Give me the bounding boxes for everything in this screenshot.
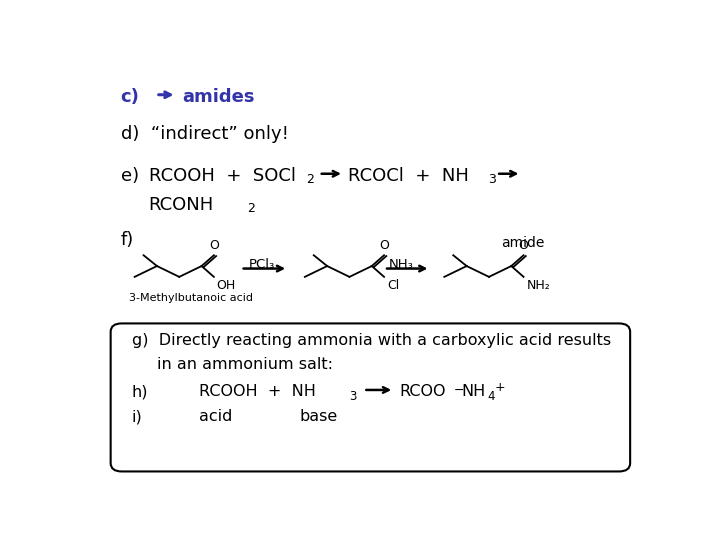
Text: O: O <box>379 239 389 252</box>
FancyBboxPatch shape <box>111 323 630 471</box>
Text: amides: amides <box>182 87 255 106</box>
Text: RCOCl  +  NH: RCOCl + NH <box>348 167 469 185</box>
Text: 3-Methylbutanoic acid: 3-Methylbutanoic acid <box>129 294 253 303</box>
Text: RCOO: RCOO <box>400 384 446 399</box>
Text: e): e) <box>121 167 139 185</box>
Text: RCOOH  +  SOCl: RCOOH + SOCl <box>148 167 296 185</box>
Text: +: + <box>495 381 505 394</box>
Text: NH: NH <box>461 384 485 399</box>
Text: g)  Directly reacting ammonia with a carboxylic acid results: g) Directly reacting ammonia with a carb… <box>132 333 611 348</box>
Text: amide: amide <box>501 236 544 250</box>
Text: 3: 3 <box>349 390 356 403</box>
Text: 4: 4 <box>487 390 495 403</box>
Text: acid: acid <box>199 409 232 424</box>
Text: base: base <box>300 409 338 424</box>
Text: 2: 2 <box>248 202 255 215</box>
Text: 3: 3 <box>488 173 496 186</box>
Text: O: O <box>518 239 528 252</box>
Text: f): f) <box>121 231 134 249</box>
Text: PCl₃: PCl₃ <box>249 258 275 271</box>
Text: NH₃: NH₃ <box>389 258 413 271</box>
Text: i): i) <box>132 409 143 424</box>
Text: Cl: Cl <box>387 279 399 292</box>
Text: c): c) <box>121 87 140 106</box>
Text: OH: OH <box>217 279 236 292</box>
Text: RCOOH  +  NH: RCOOH + NH <box>199 384 315 399</box>
Text: 2: 2 <box>307 173 315 186</box>
Text: in an ammonium salt:: in an ammonium salt: <box>157 357 333 372</box>
Text: h): h) <box>132 384 148 399</box>
Text: −: − <box>454 384 464 397</box>
Text: O: O <box>209 239 219 252</box>
Text: RCONH: RCONH <box>148 196 214 214</box>
Text: NH₂: NH₂ <box>526 279 550 292</box>
Text: d)  “indirect” only!: d) “indirect” only! <box>121 125 289 143</box>
